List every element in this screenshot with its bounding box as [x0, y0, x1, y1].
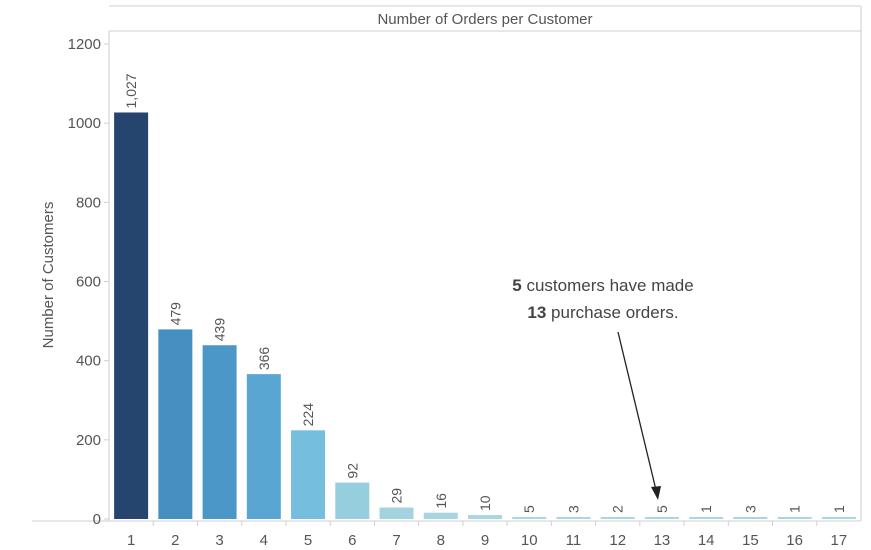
x-tick-label: 16 — [786, 532, 803, 549]
data-label: 3 — [565, 505, 581, 513]
x-tick-label: 4 — [260, 532, 268, 549]
x-tick-label: 13 — [654, 532, 671, 549]
data-label: 1 — [787, 505, 803, 513]
bar — [821, 517, 856, 519]
y-axis-ticks: 0 200 400 600 800 1000 1200 — [68, 36, 109, 528]
bar — [335, 482, 370, 519]
annotation-arrowhead — [651, 486, 661, 500]
annotation-arrow-line — [617, 331, 657, 491]
bar — [202, 345, 237, 519]
bar — [246, 374, 281, 519]
annotation-orders: 13 — [527, 303, 546, 322]
annotation-text-2: purchase orders. — [546, 303, 678, 322]
x-tick-label: 6 — [348, 532, 356, 549]
y-tick-label: 1000 — [68, 115, 101, 132]
bar — [158, 329, 193, 519]
annotation-text-1: customers have made — [522, 276, 694, 295]
x-tick-label: 14 — [698, 532, 715, 549]
data-label: 1 — [698, 505, 714, 513]
data-label: 479 — [167, 302, 183, 326]
data-label: 366 — [256, 347, 272, 371]
data-label: 5 — [654, 505, 670, 513]
x-tick-label: 3 — [215, 532, 223, 549]
data-label: 439 — [212, 318, 228, 342]
y-tick-label: 200 — [76, 432, 101, 449]
bar — [644, 517, 679, 519]
bar — [512, 517, 547, 519]
annotation-line-1: 5 customers have made — [512, 276, 693, 295]
bar — [689, 517, 724, 519]
chart-title: Number of Orders per Customer — [377, 11, 592, 28]
data-label: 2 — [610, 505, 626, 513]
data-label: 16 — [433, 493, 449, 509]
data-label: 1 — [831, 505, 847, 513]
y-tick-label: 600 — [76, 274, 101, 291]
x-tick-label: 15 — [742, 532, 759, 549]
data-label: 1,027 — [123, 73, 139, 108]
bar — [114, 112, 149, 520]
bar — [468, 515, 502, 519]
x-tick-label: 17 — [831, 532, 848, 549]
data-label: 224 — [300, 403, 316, 427]
x-tick-label: 10 — [521, 532, 538, 549]
bar — [291, 430, 326, 519]
data-label: 29 — [389, 488, 405, 504]
y-tick-label: 1200 — [68, 36, 101, 53]
data-label: 5 — [521, 505, 537, 513]
bars — [114, 112, 856, 520]
x-tick-label: 2 — [171, 532, 179, 549]
x-tick-label: 12 — [609, 532, 626, 549]
data-label: 10 — [477, 495, 493, 511]
annotation-line-2: 13 purchase orders. — [527, 303, 678, 322]
bar — [423, 512, 458, 519]
data-label: 3 — [742, 505, 758, 513]
bar — [600, 517, 635, 519]
x-tick-label: 5 — [304, 532, 312, 549]
x-tick-label: 1 — [127, 532, 135, 549]
y-tick-label: 0 — [93, 511, 101, 528]
annotation-count: 5 — [512, 276, 521, 295]
x-tick-label: 9 — [481, 532, 489, 549]
x-axis-ticks: 1 2 3 4 5 6 7 8 9 10 11 12 13 14 15 16 17 — [127, 521, 847, 549]
annotation: 5 customers have made 13 purchase orders… — [512, 276, 694, 500]
bar — [556, 517, 591, 519]
y-axis-title: Number of Customers — [40, 202, 57, 349]
y-tick-label: 400 — [76, 353, 101, 370]
bar — [733, 517, 768, 519]
y-tick-label: 800 — [76, 194, 101, 211]
x-tick-label: 11 — [566, 532, 582, 549]
bar — [777, 517, 812, 519]
x-tick-label: 7 — [392, 532, 400, 549]
data-label: 92 — [344, 463, 360, 479]
bar — [379, 507, 414, 519]
x-tick-label: 8 — [437, 532, 445, 549]
